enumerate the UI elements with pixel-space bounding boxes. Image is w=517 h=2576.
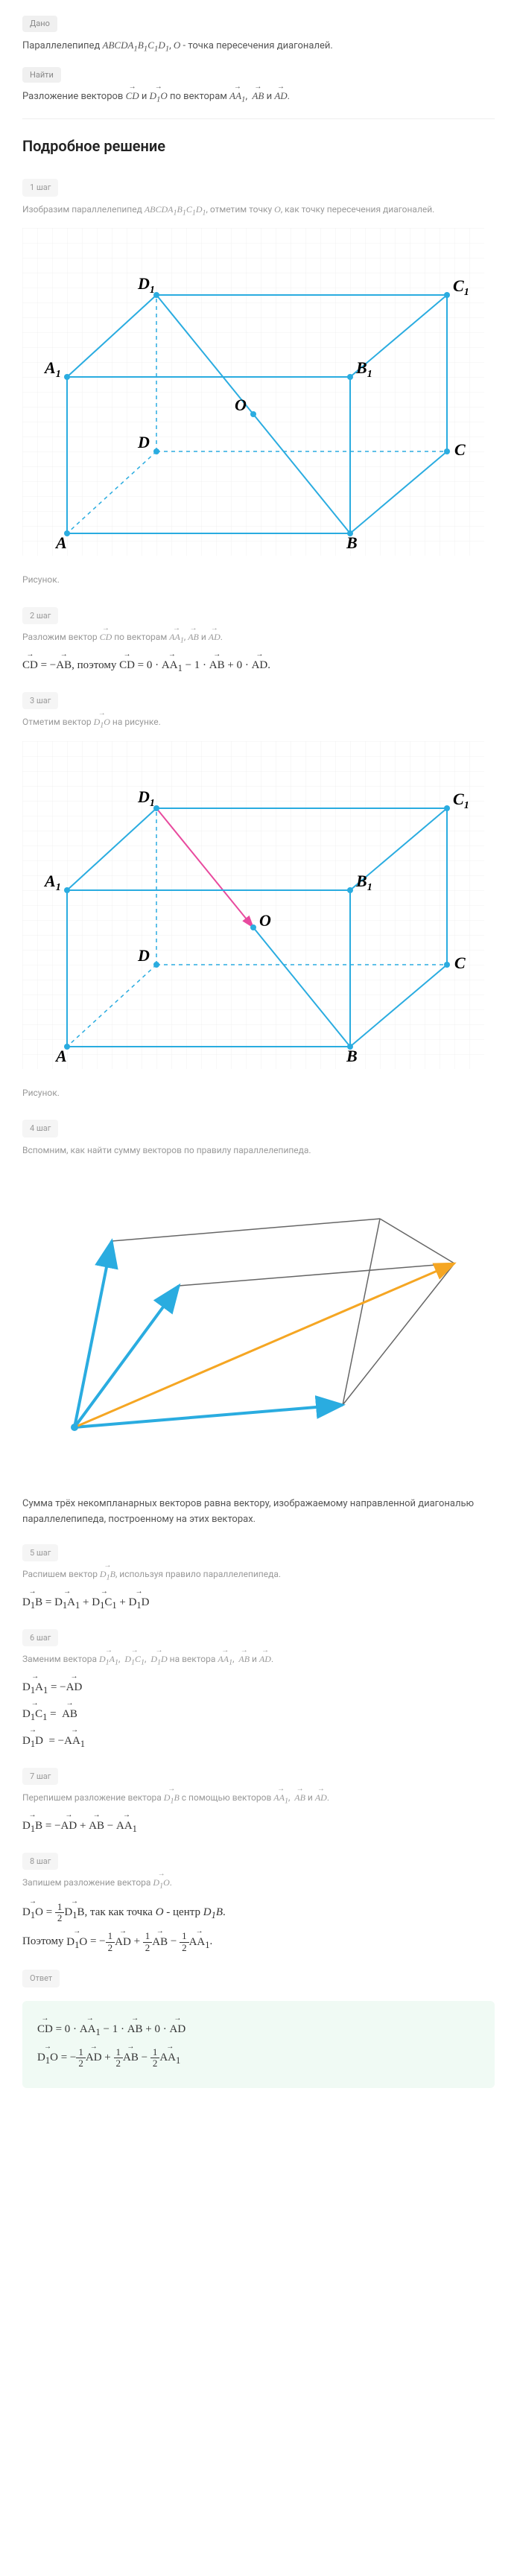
step-5-badge: 5 шаг <box>22 1544 58 1562</box>
answer-d1o: D1O = −12AD + 12AB − 12AA1 <box>37 2047 480 2069</box>
svg-text:B: B <box>346 533 358 552</box>
step-2-badge: 2 шаг <box>22 607 58 625</box>
formula-d1b: D1B = D1A1 + D1C1 + D1D <box>22 1593 495 1613</box>
svg-text:A: A <box>54 533 67 552</box>
step-8-text: Запишем разложение вектора D1O. <box>22 1876 495 1892</box>
svg-text:O: O <box>259 911 271 930</box>
step-4-text: Вспомним, как найти сумму векторов по пр… <box>22 1143 495 1158</box>
given-text: Параллелепипед ABCDA1B1C1D1, O - точка п… <box>22 38 495 56</box>
answer-box: CD = 0 · AA1 − 1 · AB + 0 · AD D1O = −12… <box>22 2001 495 2089</box>
step-6-badge: 6 шаг <box>22 1629 58 1647</box>
step-7-text: Перепишем разложение вектора D1B с помощ… <box>22 1791 495 1807</box>
svg-text:O: O <box>235 396 247 414</box>
step-5-text: Распишем вектор D1B, используя правило п… <box>22 1567 495 1584</box>
step-7-badge: 7 шаг <box>22 1768 58 1786</box>
answer-cd: CD = 0 · AA1 − 1 · AB + 0 · AD <box>37 2020 480 2040</box>
figure-2-caption: Рисунок. <box>22 1086 495 1100</box>
formula-d1o2: Поэтому D1O = −12AD + 12AB − 12AA1. <box>22 1931 495 1953</box>
find-badge: Найти <box>22 67 61 83</box>
formula-d1d: D1D = −AA1 <box>22 1732 495 1751</box>
step-8-badge: 8 шаг <box>22 1853 58 1871</box>
formula-d1o: D1O = 12D1B, так как точка O - центр D1B… <box>22 1902 495 1924</box>
svg-text:D: D <box>137 433 150 451</box>
step-1-badge: 1 шаг <box>22 179 58 197</box>
figure-1: A B C D A1 B1 C1 D1 O <box>22 228 495 561</box>
figure-1-caption: Рисунок. <box>22 573 495 587</box>
step-4-badge: 4 шаг <box>22 1120 58 1138</box>
svg-text:D: D <box>137 946 150 965</box>
svg-text:A: A <box>54 1047 67 1065</box>
divider <box>22 118 495 119</box>
figure-3 <box>22 1167 495 1485</box>
formula-cd: CD = −AB, поэтому CD = 0 · AA1 − 1 · AB … <box>22 656 495 676</box>
svg-text:B: B <box>346 1047 358 1065</box>
step-3-badge: 3 шаг <box>22 692 58 710</box>
sum-text: Сумма трёх некомпланарных векторов равна… <box>22 1497 495 1528</box>
formula-d1b2: D1B = −AD + AB − AA1 <box>22 1817 495 1836</box>
step-3-text: Отметим вектор D1O на рисунке. <box>22 715 495 732</box>
formula-d1a1: D1A1 = −AD <box>22 1678 495 1698</box>
step-6-text: Заменим вектора D1A1, D1C1, D1D на векто… <box>22 1652 495 1669</box>
solution-title: Подробное решение <box>22 134 495 158</box>
svg-text:C: C <box>454 954 466 972</box>
answer-badge: Ответ <box>22 1970 60 1987</box>
find-text: Разложение векторов CD и D1O по векторам… <box>22 89 495 107</box>
step-2-text: Разложим вектор CD по векторам AA1, AB и… <box>22 630 495 647</box>
figure-2: A B C D A1 B1 C1 D1 O <box>22 741 495 1074</box>
step-1-text: Изобразим параллелепипед ABCDA1B1C1D1, о… <box>22 203 495 219</box>
formula-d1c1: D1C1 = AB <box>22 1705 495 1725</box>
given-badge: Дано <box>22 16 57 32</box>
svg-text:C: C <box>454 440 466 459</box>
